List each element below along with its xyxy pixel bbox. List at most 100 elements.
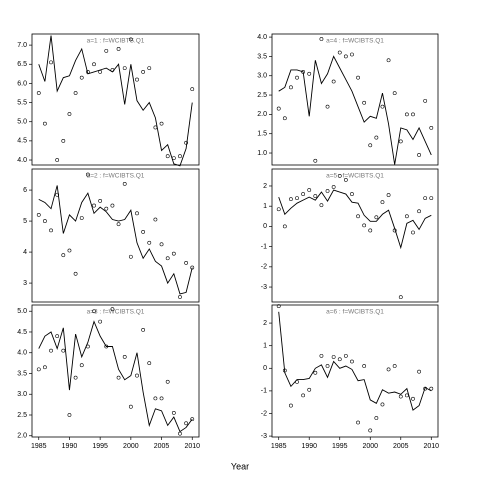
data-point [73, 91, 78, 95]
y-tick-label: -2 [261, 410, 267, 417]
data-point [362, 364, 367, 368]
y-tick-label: 1.0 [257, 150, 267, 157]
data-point [301, 192, 306, 196]
data-point [104, 344, 109, 349]
data-point [159, 121, 164, 126]
data-point [128, 37, 133, 42]
y-tick-label: 1 [263, 203, 267, 210]
y-tick-label: 4.0 [257, 34, 267, 41]
y-tick-label: 4.5 [17, 138, 27, 145]
data-point [49, 60, 53, 65]
data-point [362, 223, 367, 228]
data-point [386, 367, 391, 372]
data-point [122, 354, 127, 359]
x-tick-label: 1995 [332, 443, 348, 450]
data-point [42, 219, 47, 223]
data-point [122, 181, 127, 186]
y-tick-label: -2 [261, 264, 267, 271]
data-point [153, 396, 158, 401]
data-point [178, 295, 182, 299]
data-point [110, 203, 115, 208]
data-point [98, 199, 103, 203]
x-tick-label: 2000 [362, 443, 378, 450]
y-tick-label: 2.0 [17, 433, 27, 440]
data-point [331, 185, 336, 189]
data-point [350, 192, 354, 196]
data-point [147, 361, 152, 366]
data-point [36, 91, 41, 95]
data-point [429, 196, 434, 201]
data-point [92, 62, 96, 67]
data-point [301, 393, 306, 398]
data-point [417, 209, 421, 214]
data-point [184, 421, 189, 426]
data-point [325, 364, 330, 368]
data-point [116, 375, 121, 380]
data-point [92, 203, 96, 208]
data-point [350, 52, 354, 57]
data-point [411, 112, 415, 117]
data-point [423, 386, 428, 391]
data-point [98, 70, 103, 74]
data-point [49, 348, 53, 353]
data-point [184, 261, 189, 265]
y-tick-label: 6 [23, 187, 27, 194]
y-tick-label: 4 [23, 249, 27, 256]
y-tick-label: 1.5 [257, 131, 267, 138]
data-point [295, 75, 299, 80]
data-point [307, 188, 312, 192]
data-point [165, 379, 170, 384]
panel-title: a=1 : f=WCIBTS.Q1 [87, 38, 145, 45]
data-point [85, 344, 90, 349]
data-point [135, 373, 139, 378]
data-point [276, 106, 281, 111]
y-tick-label: 4.0 [17, 157, 27, 164]
data-point [85, 70, 90, 74]
data-point [362, 100, 367, 105]
y-tick-label: 3.0 [257, 73, 267, 80]
data-point [356, 420, 360, 425]
x-tick-label: 2005 [393, 443, 409, 450]
data-point [289, 403, 293, 408]
data-point [184, 140, 189, 145]
data-point [147, 66, 152, 70]
y-tick-label: 2 [263, 320, 267, 327]
data-point [110, 68, 115, 72]
panel [31, 33, 200, 166]
data-point [42, 121, 47, 126]
data-point [343, 353, 348, 358]
data-point [36, 367, 41, 372]
data-point [331, 355, 336, 359]
data-point [337, 357, 342, 362]
data-point [319, 203, 324, 208]
data-point [276, 304, 281, 309]
data-point [128, 254, 133, 259]
data-point [398, 394, 403, 399]
y-tick-label: -1 [261, 388, 267, 395]
y-tick-label: 5.0 [17, 308, 27, 315]
data-point [55, 192, 60, 197]
y-tick-label: 0 [263, 223, 267, 230]
data-point [171, 411, 176, 415]
data-point [282, 368, 287, 373]
data-point [92, 309, 96, 314]
data-point [386, 193, 391, 197]
data-point [159, 242, 164, 247]
y-tick-label: 3.5 [257, 53, 267, 60]
data-point [36, 212, 41, 217]
data-point [190, 265, 195, 270]
data-point [325, 104, 330, 109]
data-point [398, 295, 403, 300]
data-point [55, 334, 60, 339]
data-point [61, 348, 66, 353]
y-tick-label: -3 [261, 433, 267, 440]
y-tick-label: -3 [261, 284, 267, 291]
data-point [55, 158, 60, 162]
data-point [67, 112, 72, 116]
data-point [153, 125, 158, 130]
panel-title: a=4 : f=WCIBTS.Q1 [326, 38, 384, 45]
y-tick-label: 3 [23, 280, 27, 287]
y-tick-label: 4.0 [17, 350, 27, 357]
y-tick-label: 5.0 [17, 119, 27, 126]
